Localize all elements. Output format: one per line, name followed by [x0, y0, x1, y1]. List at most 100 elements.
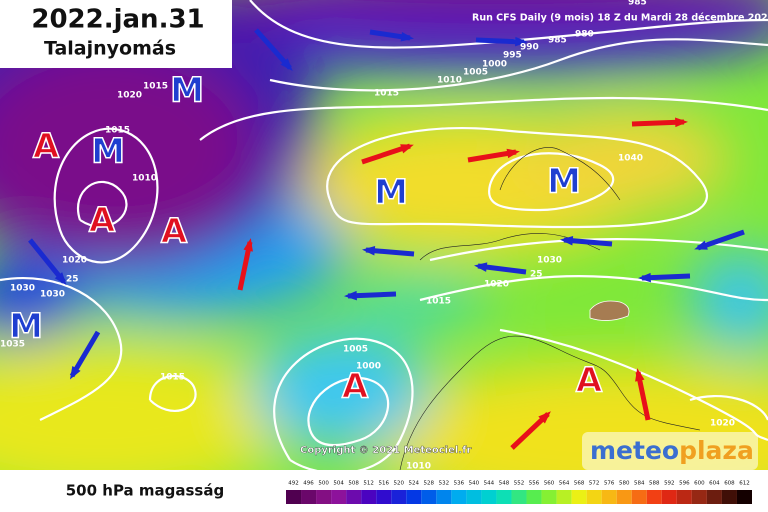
scale-swatch [421, 490, 437, 504]
scale-swatch [601, 490, 617, 504]
subtitle: Talajnyomás [44, 38, 176, 60]
isobar-label: 1020 [710, 419, 735, 429]
title-box [0, 0, 232, 68]
scale-label: 540 [469, 481, 480, 487]
scale-swatch [721, 490, 737, 504]
scale-swatch [376, 490, 392, 504]
isobar-label: 985 [628, 0, 647, 8]
isobar-label: 1015 [105, 126, 130, 136]
isobar-label: 1010 [132, 174, 157, 184]
scale-label: 552 [514, 481, 525, 487]
scale-label: 584 [634, 481, 645, 487]
isobar-label: 995 [503, 51, 522, 61]
scale-swatch [706, 490, 722, 504]
pressure-system: M [170, 71, 204, 111]
arrow-head [243, 238, 253, 252]
scale-swatch [511, 490, 527, 504]
color-scale: 492 496 500 504 508 512 516 520 524 528 532 536 540 5… [286, 481, 752, 504]
copyright: Copyright © 2021 Meteociel.fr [300, 445, 471, 456]
logo-part: meteo [590, 436, 679, 465]
pressure-system: A [342, 367, 369, 407]
scale-swatch [586, 490, 602, 504]
isobar-label: 1000 [356, 362, 381, 372]
isobar-label: 1030 [40, 290, 65, 300]
arrow-head [362, 245, 376, 256]
scale-label: 564 [559, 481, 570, 487]
logo-part: plaza [679, 436, 754, 465]
scale-label: 612 [739, 481, 750, 487]
scale-swatch [391, 490, 407, 504]
isobar-label: 980 [575, 30, 594, 40]
footer-label: 500 hPa magasság [66, 482, 224, 500]
arrow-head [400, 31, 414, 42]
run-info: Run CFS Daily (9 mois) 18 Z du Mardi 28 … [472, 13, 768, 24]
scale-swatch [406, 490, 422, 504]
scale-label: 544 [484, 481, 495, 487]
arrow-head [69, 366, 81, 380]
isobar-label: 985 [548, 36, 567, 46]
isobar-label: 1010 [437, 76, 462, 86]
pressure-system: M [91, 132, 125, 172]
isobar-label: 1030 [10, 284, 35, 294]
scale-label: 596 [679, 481, 690, 487]
isobar-label: 1020 [484, 280, 509, 290]
pressure-system: M [9, 307, 43, 347]
scale-swatch [736, 490, 752, 504]
scale-swatch [571, 490, 587, 504]
isobar-label: 1020 [62, 256, 87, 266]
scale-label: 516 [378, 481, 389, 487]
scale-label: 608 [724, 481, 735, 487]
pressure-system: A [33, 127, 60, 167]
scale-swatch [691, 490, 707, 504]
scale-swatch [526, 490, 542, 504]
scale-label: 536 [454, 481, 465, 487]
arrow-head [344, 290, 357, 301]
isobar-label: 1010 [406, 462, 431, 472]
scale-swatch [556, 490, 572, 504]
pressure-system: M [547, 162, 581, 202]
scale-swatch [616, 490, 632, 504]
scale-label: 556 [529, 481, 540, 487]
scale-swatch [646, 490, 662, 504]
scale-swatch [436, 490, 452, 504]
wind-arrows [28, 28, 745, 450]
isobar-label: 1005 [343, 345, 368, 355]
pressure-system: A [89, 201, 116, 241]
scale-label: 504 [333, 481, 344, 487]
scale-label: 496 [303, 481, 314, 487]
pressure-system: A [161, 212, 188, 252]
hungary [589, 300, 630, 321]
scale-swatch [361, 490, 377, 504]
isobar-label: 1000 [482, 60, 507, 70]
scale-label: 492 [288, 481, 299, 487]
scale-label: 568 [574, 481, 585, 487]
arrow-head [515, 36, 528, 47]
scale-label: 604 [709, 481, 720, 487]
scale-label: 528 [424, 481, 435, 487]
scale-swatch [496, 490, 512, 504]
scale-swatch [346, 490, 362, 504]
scale-swatch [466, 490, 482, 504]
isobar-label: 25 [530, 270, 543, 280]
scale-label: 580 [619, 481, 630, 487]
scale-swatch [331, 490, 347, 504]
isobar-label: 1030 [537, 256, 562, 266]
scale-label: 500 [318, 481, 329, 487]
arrow-head [638, 272, 651, 283]
scale-swatch [631, 490, 647, 504]
scale-swatch [286, 490, 302, 504]
arrow-head [635, 368, 645, 382]
isobar-label: 990 [520, 43, 539, 53]
scale-label: 548 [499, 481, 510, 487]
isobar-label: 1015 [374, 89, 399, 99]
scale-label: 560 [544, 481, 555, 487]
scale-swatch [541, 490, 557, 504]
wind-arrow [28, 238, 66, 284]
arrow-head [538, 411, 551, 424]
scale-label: 588 [649, 481, 660, 487]
scale-swatch [451, 490, 467, 504]
pressure-system: M [374, 173, 408, 213]
arrow-head [560, 235, 574, 246]
